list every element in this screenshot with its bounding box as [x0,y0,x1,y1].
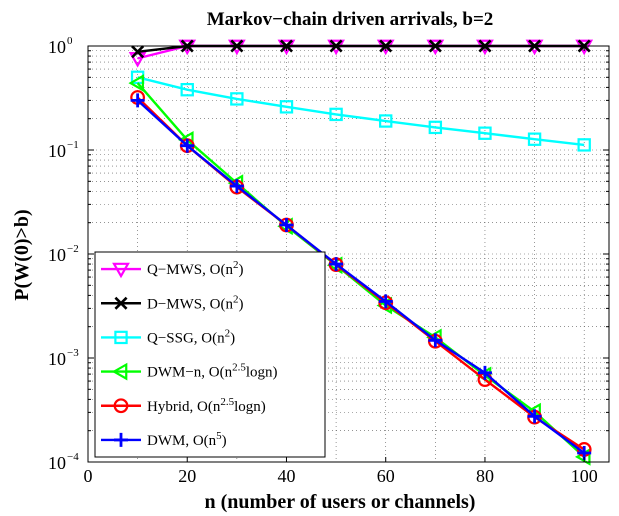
data-point [428,333,443,348]
x-tick-label: 20 [178,466,196,486]
x-axis-label: n (number of users or channels) [205,491,476,513]
legend-label: Q−MWS, O(n2) [147,259,243,278]
legend-entry: DWM, O(n5) [101,430,227,449]
series-line [137,76,585,147]
data-point [229,179,244,194]
data-point [230,92,244,106]
y-tick-exponent: −3 [67,347,79,359]
y-tick-label: 10 [48,453,66,473]
data-point [428,120,443,135]
x-tick-label: 100 [571,466,598,486]
legend-entry: Q−SSG, O(n2) [101,327,235,346]
legend-entry: Q−MWS, O(n2) [101,259,243,279]
legend-label: Hybrid, O(n2.5logn) [147,396,266,415]
data-point [180,83,194,97]
data-point [131,45,145,59]
data-point [577,138,591,152]
legend-marker [112,262,130,279]
series-line [136,99,585,454]
legend-entry: D−MWS, O(n2) [101,293,243,312]
legend-marker [114,296,128,310]
data-point [128,74,144,92]
data-point [478,126,492,140]
data-point [527,409,542,424]
y-tick-label: 10 [48,141,66,161]
y-tick-label: 10 [48,245,66,265]
legend-marker [114,330,128,345]
data-point [477,365,492,380]
data-point [379,114,393,128]
x-tick-label: 40 [277,466,295,486]
data-point [279,100,294,114]
legend-marker [111,362,128,381]
data-point [279,218,294,233]
y-tick-exponent: −1 [67,139,79,151]
data-point [378,294,393,309]
y-tick-label: 10 [48,37,66,57]
x-tick-label: 80 [476,466,494,486]
data-point [130,93,145,108]
grid [88,46,609,462]
legend-label: Q−SSG, O(n2) [147,327,235,346]
data-point [180,138,195,153]
chart-title: Markov−chain driven arrivals, b=2 [207,9,494,30]
y-tick-exponent: −2 [67,243,79,255]
legend-marker [113,398,129,414]
series-2 [130,70,591,152]
x-tick-label: 0 [84,466,93,486]
legend-label: DWM, O(n5) [147,430,227,449]
x-tick-label: 60 [377,466,395,486]
data-point [329,257,344,272]
data-point [527,132,542,146]
legend: Q−MWS, O(n2) D−MWS, O(n2) Q−SSG, O(n2) DWM−… [94,251,326,458]
data-point [329,107,343,122]
y-axis-label: P(W(0)>b) [11,209,33,300]
y-tick-exponent: −4 [67,451,79,463]
y-tick-exponent: 0 [67,35,73,47]
legend-label: DWM−n, O(n2.5logn) [147,362,278,381]
y-tick-label: 10 [48,349,66,369]
legend-entry: Hybrid, O(n2.5logn) [101,396,266,415]
series-5 [130,93,592,461]
legend-entry: DWM−n, O(n2.5logn) [101,362,278,381]
legend-box [94,251,326,458]
legend-label: D−MWS, O(n2) [147,293,243,312]
legend-marker [114,432,128,447]
